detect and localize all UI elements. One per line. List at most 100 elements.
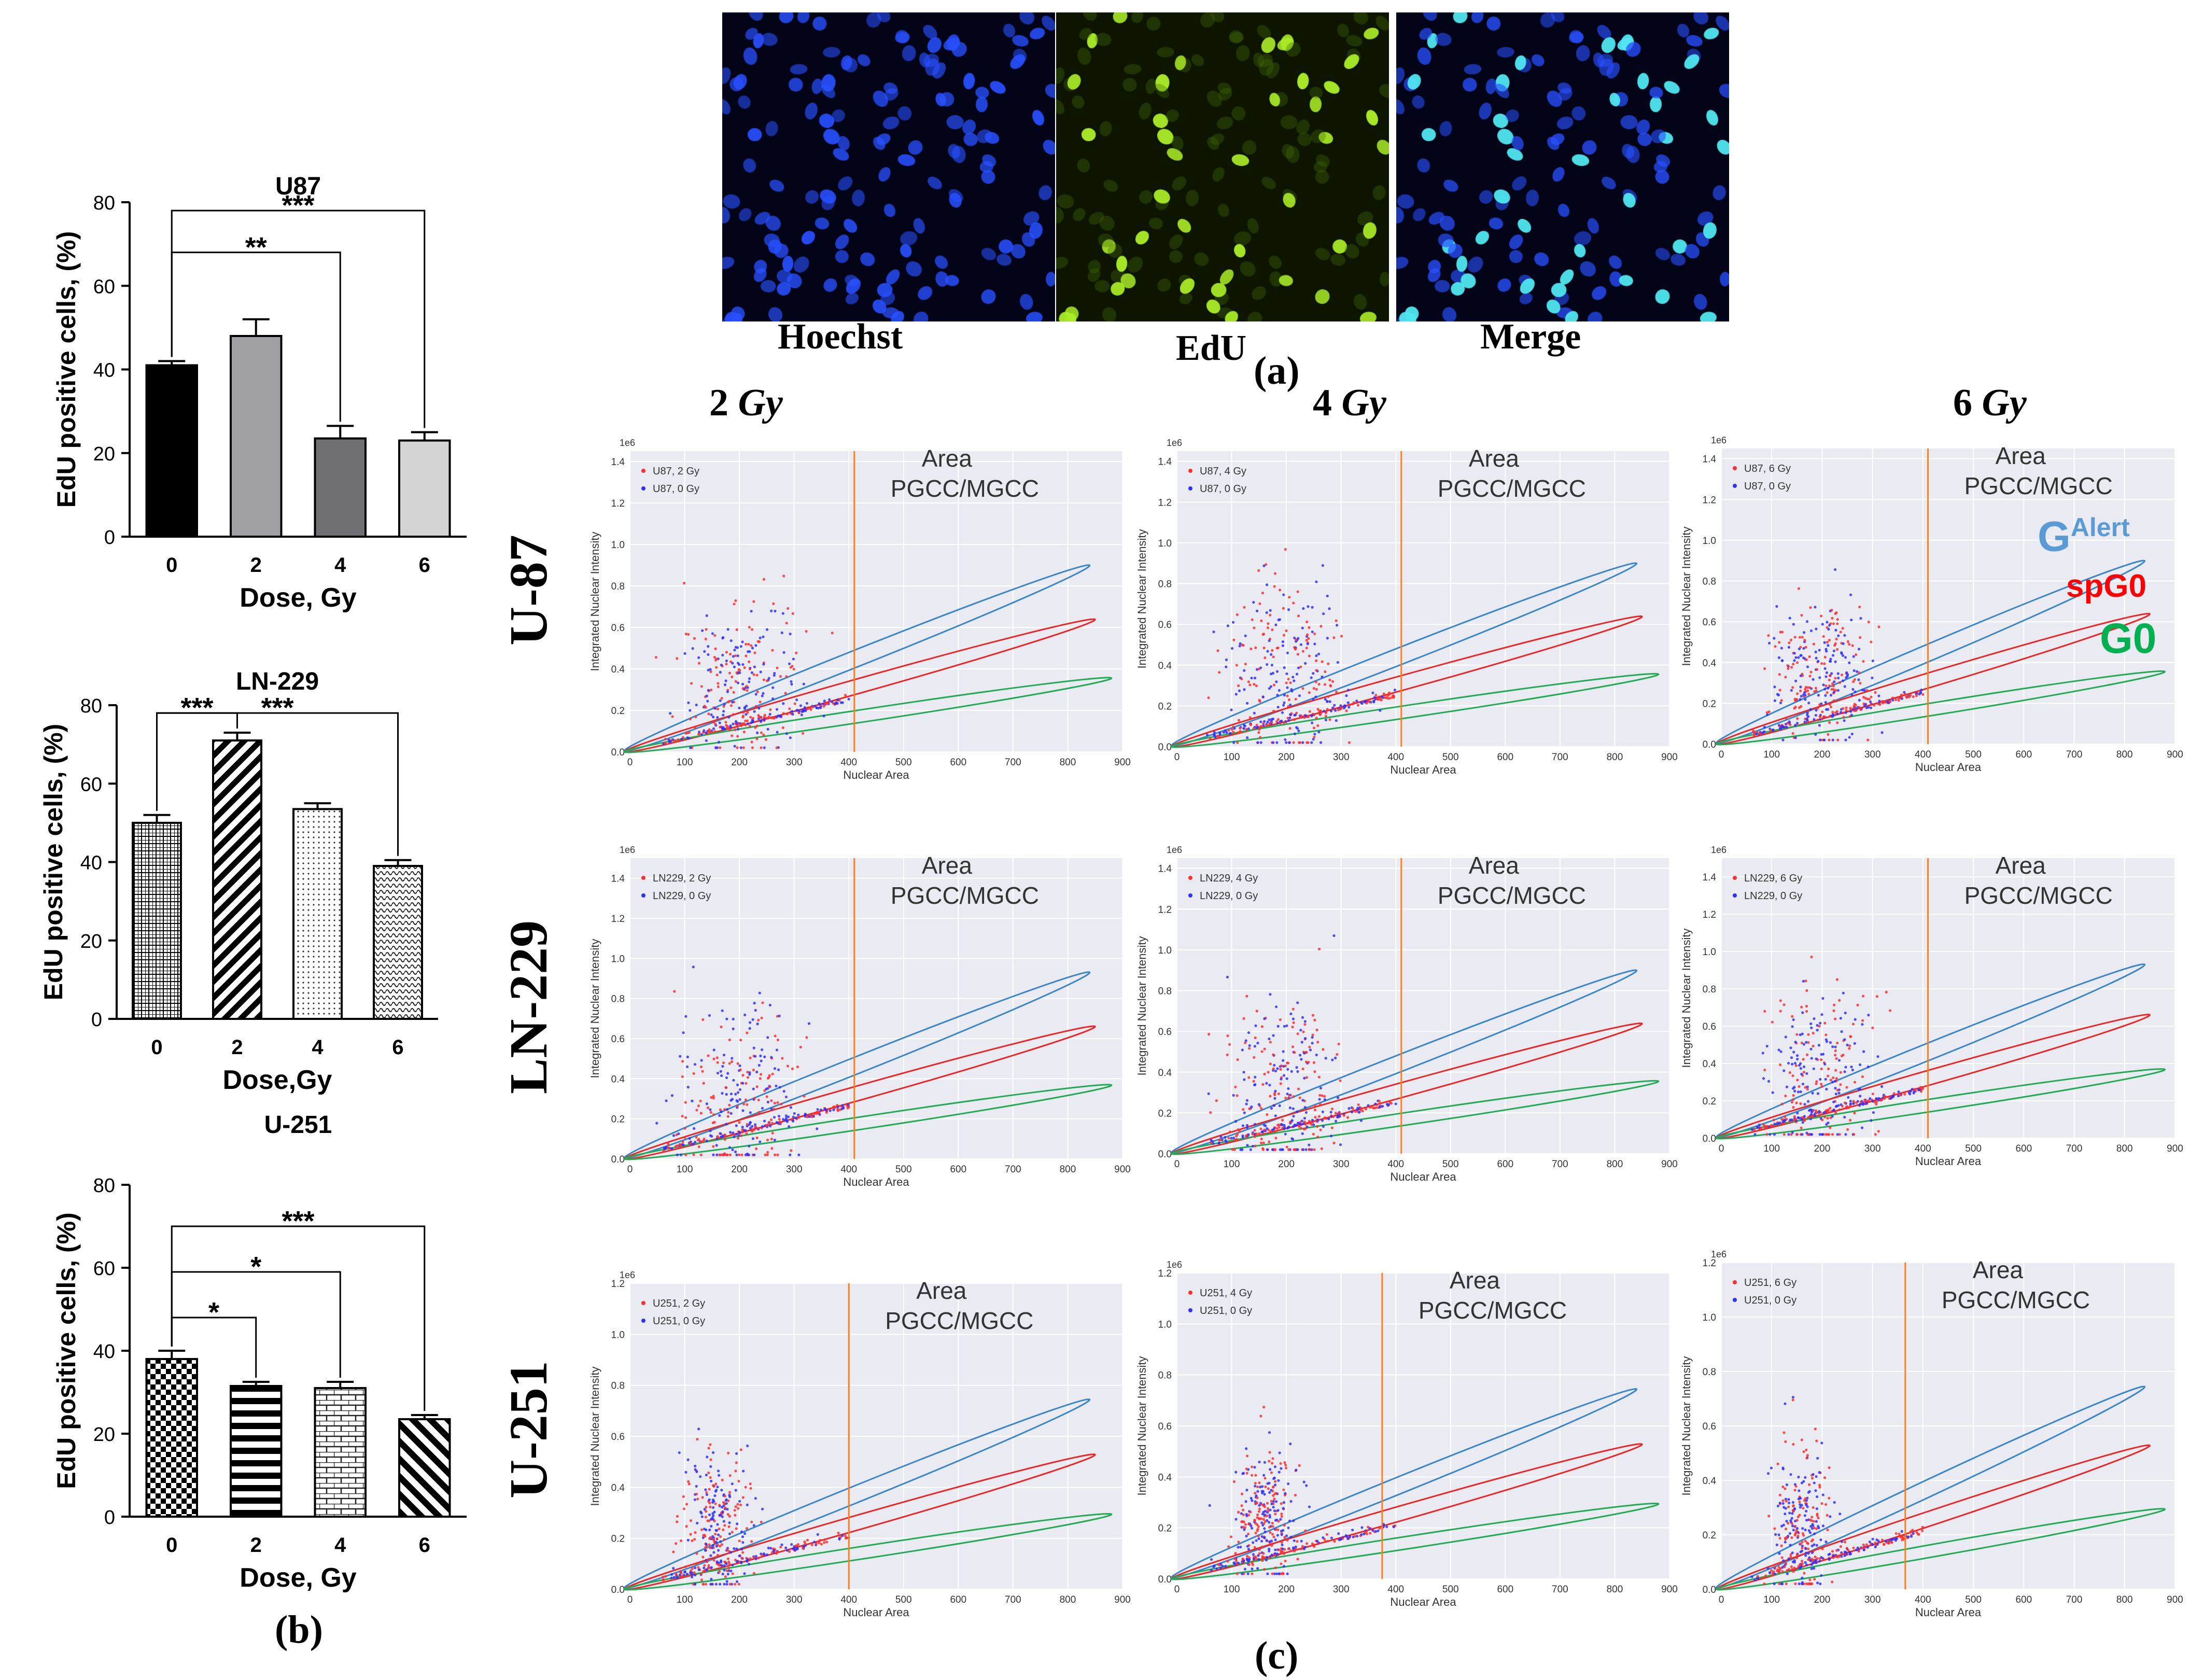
treated-point (1274, 1566, 1277, 1570)
x-tick-label: 100 (677, 1164, 693, 1175)
treated-point (1839, 631, 1842, 634)
control-point (1812, 678, 1815, 681)
control-point (725, 1562, 728, 1565)
treated-point (1778, 689, 1781, 692)
treated-point (1271, 1533, 1274, 1536)
control-point (1296, 1001, 1299, 1004)
control-point (1346, 1537, 1350, 1541)
treated-point (726, 1557, 729, 1560)
control-point (1913, 1090, 1916, 1093)
control-point (1311, 1118, 1314, 1122)
y-tick-label: 0.6 (1703, 617, 1716, 628)
control-point (712, 1514, 715, 1517)
control-point (761, 694, 764, 697)
control-point (760, 719, 763, 722)
control-point (756, 731, 759, 734)
treated-point (1253, 1056, 1256, 1059)
control-point (819, 1108, 823, 1112)
treated-point (755, 1085, 759, 1088)
treated-point (1323, 1095, 1326, 1098)
treated-point (1815, 1439, 1818, 1443)
control-point (714, 1489, 718, 1492)
treated-point (1274, 1480, 1277, 1483)
legend-label-treated: U87, 6 Gy (1744, 463, 1791, 474)
bar (132, 821, 182, 1020)
control-point (1299, 643, 1303, 646)
control-point (1270, 1107, 1273, 1110)
control-point (703, 729, 706, 732)
treated-point (1311, 1014, 1315, 1017)
control-point (1288, 741, 1291, 744)
control-point (1239, 1545, 1242, 1549)
treated-point (1365, 702, 1368, 705)
control-point (1372, 701, 1375, 704)
treated-point (1244, 1523, 1247, 1526)
treated-point (763, 716, 766, 719)
treated-point (824, 702, 827, 705)
control-point (1212, 1565, 1215, 1569)
treated-point (1806, 686, 1809, 689)
treated-point (1305, 1542, 1309, 1545)
treated-point (1894, 1532, 1898, 1535)
treated-point (779, 1546, 782, 1549)
y-axis-label: Integrated Nuclear Intensity (1135, 936, 1148, 1075)
treated-point (1877, 1130, 1880, 1133)
control-point (712, 1048, 715, 1052)
control-point (1328, 607, 1331, 610)
scatter-u87-2gy: 0 100 200 300 400 500 600 700 800 9000.00.20.40.6… (588, 438, 1131, 781)
control-point (683, 652, 686, 655)
treated-point (754, 1125, 757, 1128)
control-point (771, 686, 775, 689)
x-tick-label: 700 (2066, 749, 2083, 760)
control-point (720, 1559, 723, 1562)
treated-point (691, 1539, 694, 1542)
treated-point (703, 1137, 706, 1141)
treated-point (741, 687, 745, 690)
control-point (1807, 702, 1810, 705)
control-point (1221, 1564, 1224, 1568)
x-tick-label: 0 (1174, 1159, 1180, 1170)
control-point (1377, 1529, 1380, 1532)
control-point (1230, 647, 1234, 650)
treated-point (1322, 1048, 1325, 1051)
treated-point (782, 712, 785, 715)
treated-point (745, 654, 748, 657)
control-point (841, 1104, 844, 1107)
treated-point (741, 1074, 745, 1077)
treated-point (1243, 606, 1246, 609)
control-point (1205, 733, 1209, 736)
control-point (741, 1109, 745, 1112)
control-point (1782, 1559, 1785, 1562)
control-point (1285, 1077, 1288, 1080)
treated-point (1335, 690, 1338, 694)
treated-point (1365, 1530, 1368, 1533)
control-point (1803, 1115, 1806, 1118)
control-point (1799, 1067, 1802, 1070)
treated-point (1256, 1496, 1259, 1500)
treated-point (1318, 1103, 1322, 1106)
treated-point (1818, 1486, 1821, 1489)
treated-point (740, 1557, 743, 1560)
control-point (746, 722, 750, 725)
control-point (1288, 716, 1291, 720)
control-point (773, 671, 776, 675)
control-point (1827, 644, 1830, 647)
control-point (1829, 1041, 1832, 1044)
control-point (1793, 659, 1796, 662)
treated-point (720, 1543, 724, 1546)
treated-point (1334, 1112, 1337, 1115)
treated-point (741, 716, 745, 719)
control-point (847, 697, 850, 701)
control-point (1796, 1116, 1800, 1119)
control-point (760, 1059, 763, 1062)
control-point (1832, 1555, 1835, 1558)
control-point (847, 1103, 850, 1107)
control-point (715, 1153, 719, 1156)
control-point (694, 1468, 697, 1471)
treated-point (667, 1146, 670, 1150)
treated-point (1784, 676, 1787, 679)
control-point (1239, 1148, 1242, 1151)
treated-point (818, 1542, 821, 1545)
control-point (1803, 1514, 1807, 1517)
treated-point (695, 1562, 698, 1565)
